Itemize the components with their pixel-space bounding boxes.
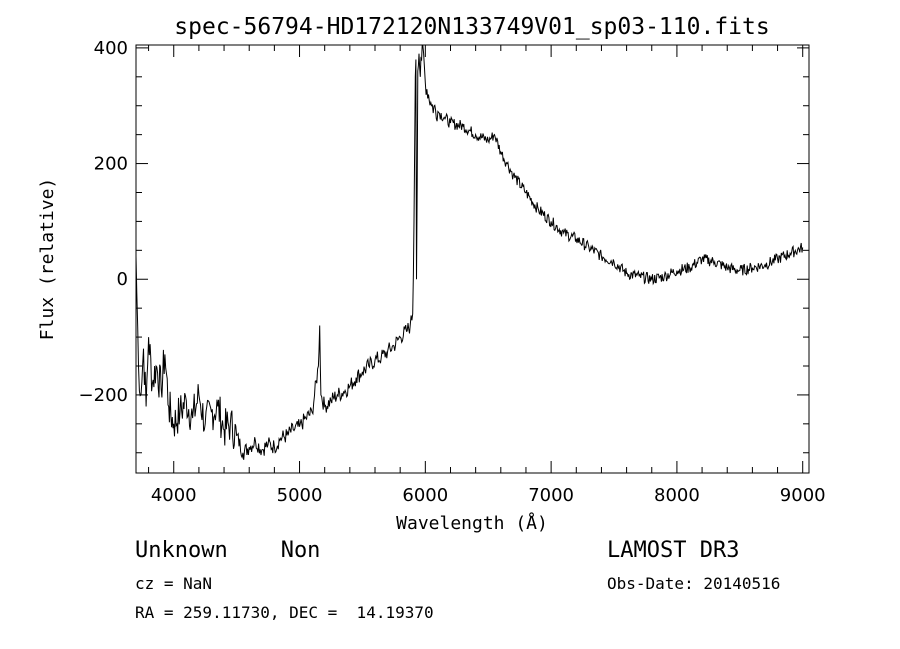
coordinates: RA = 259.11730, DEC = 14.19370 xyxy=(135,603,434,622)
x-tick-label: 5000 xyxy=(277,485,323,506)
y-tick-label: 400 xyxy=(94,38,128,59)
cz-value: cz = NaN xyxy=(135,574,213,593)
chart-title: spec-56794-HD172120N133749V01_sp03-110.f… xyxy=(174,14,769,40)
x-axis-label: Wavelength (Å) xyxy=(396,512,548,534)
x-tick-label: 4000 xyxy=(151,485,197,506)
x-tick-label: 8000 xyxy=(654,485,700,506)
x-tick-label: 7000 xyxy=(528,485,574,506)
survey-label: LAMOST DR3 xyxy=(607,538,740,563)
spectrum-line xyxy=(135,44,804,460)
obs-date: Obs-Date: 20140516 xyxy=(607,574,781,593)
x-tick-label: 6000 xyxy=(402,485,448,506)
y-axis-label: Flux (relative) xyxy=(37,178,58,341)
axis-ticks xyxy=(136,45,809,473)
object-type-label: Unknown Non xyxy=(135,538,321,563)
tick-labels: 4000 5000 6000 7000 8000 9000 −200 0 200 400 xyxy=(79,38,826,506)
y-tick-label: 200 xyxy=(94,154,128,175)
y-tick-label: −200 xyxy=(79,385,128,406)
y-tick-label: 0 xyxy=(117,269,128,290)
x-tick-label: 9000 xyxy=(780,485,826,506)
